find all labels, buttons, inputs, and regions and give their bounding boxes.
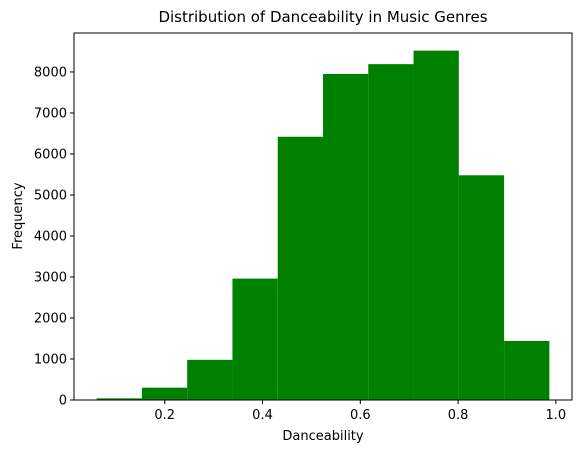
- x-axis-ticks: 0.2 0.4 0.6 0.8 1.0: [154, 400, 566, 423]
- y-axis-ticks: 0 1000 2000 3000 4000 5000 6000 7000 8000: [34, 65, 74, 409]
- histogram-bar: [232, 278, 278, 400]
- y-tick-label: 5000: [34, 188, 67, 203]
- y-axis-label: Frequency: [11, 182, 26, 249]
- x-tick-label: 0.8: [448, 408, 469, 423]
- plot-area-frame: [73, 32, 573, 401]
- y-tick-label: 6000: [34, 147, 67, 162]
- x-tick-label: 0.6: [350, 408, 371, 423]
- histogram-bar: [96, 398, 142, 400]
- x-tick-label: 0.4: [252, 408, 273, 423]
- x-tick-label: 1.0: [546, 408, 567, 423]
- x-axis-label: Danceability: [282, 429, 364, 444]
- chart-title: Distribution of Danceability in Music Ge…: [158, 8, 487, 26]
- y-tick-label: 3000: [34, 270, 67, 285]
- histogram-bar: [277, 136, 323, 400]
- y-tick-label: 1000: [34, 352, 67, 367]
- y-tick-label: 8000: [34, 65, 67, 80]
- y-tick-label: 4000: [34, 229, 67, 244]
- histogram-bar: [187, 359, 233, 400]
- y-tick-label: 2000: [34, 311, 67, 326]
- histogram-bar: [368, 64, 414, 400]
- y-tick-label: 7000: [34, 106, 67, 121]
- histogram-bar: [141, 387, 188, 400]
- histogram-bar: [458, 175, 505, 400]
- y-tick-label: 0: [59, 394, 67, 409]
- histogram-bar: [504, 340, 550, 400]
- histogram-bar: [323, 74, 369, 400]
- histogram-bar: [413, 50, 459, 401]
- x-tick-label: 0.2: [154, 408, 175, 423]
- bars-layer: [96, 50, 550, 401]
